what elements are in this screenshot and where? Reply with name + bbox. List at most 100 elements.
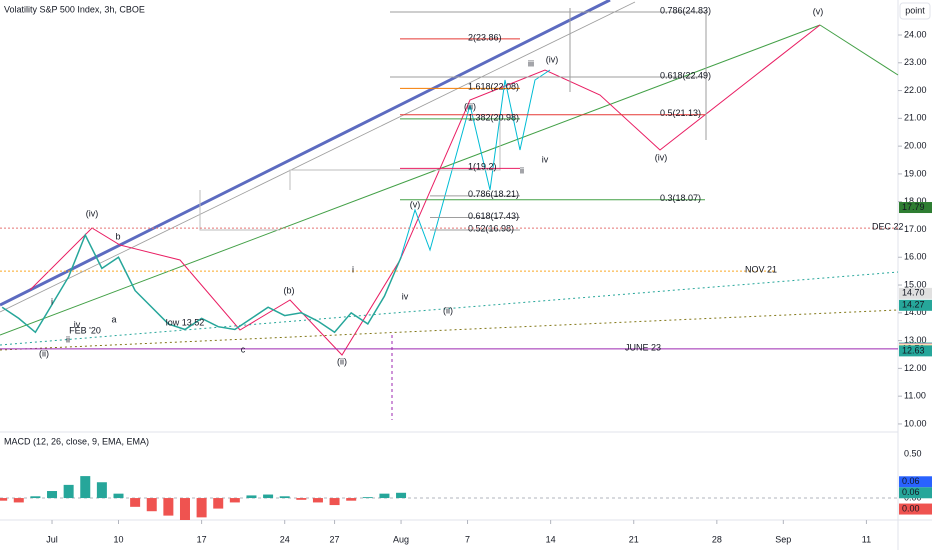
y-tick-label: 22.00 [904,85,927,95]
macd-bar [146,498,157,512]
macd-bar [246,495,257,499]
macd-bar [113,493,124,499]
x-tick-label: Sep [775,534,791,544]
macd-bar [163,498,174,516]
price-badge [899,476,932,488]
price-badge [899,345,932,357]
level-label: 0.618(17.43) [468,211,519,221]
y-tick-label: 11.00 [904,391,926,401]
y-tick-label: 13.00 [904,335,927,345]
trendline [0,271,899,346]
wave-label: iv [74,319,81,329]
y-tick-label: 21.00 [904,113,927,123]
wave-label: low 13.52 [166,317,205,327]
macd-title: MACD (12, 26, close, 9, EMA, EMA) [4,436,149,446]
trendline [819,24,899,76]
y-tick-label: 15.00 [904,279,927,289]
macd-bar [362,497,373,499]
macd-bar [80,476,91,499]
price-badge-label: 14.27 [902,300,925,310]
wave-label: (v) [410,199,421,209]
macd-bar [296,498,307,500]
wave-label: ii [66,334,70,344]
price-line [1,233,402,334]
macd-bar [213,498,224,509]
macd-bar [263,494,274,499]
y-tick-label: 14.00 [904,307,927,317]
x-tick-label: 24 [280,534,290,544]
wave-label: a [111,314,116,324]
level-label: 0.5(21.13) [660,108,701,118]
x-tick-label: 11 [862,534,871,544]
y-tick-label: 16.00 [904,252,927,262]
x-tick-label: 7 [465,534,470,544]
wave-label: ii [520,165,524,175]
y-tick-label: 24.00 [904,29,927,39]
macd-bar [396,492,407,499]
macd-bar [229,498,240,503]
price-badge-label: 17.79 [902,202,925,212]
wave-label: i [352,264,354,274]
frame-line [199,120,501,231]
level-label: 2(23.86) [468,32,502,42]
level-label: JUNE 23 [625,342,661,352]
trendline [0,0,611,307]
wave-label: (ii) [443,305,453,315]
wave-label: (v) [813,6,824,16]
wave-label: b [115,231,120,241]
x-tick-label: Aug [393,534,409,544]
y-tick-label: 18.00 [904,196,927,206]
wave-label: FEB '20 [69,325,101,335]
level-label: NOV 21 [745,265,777,275]
macd-bar [196,498,207,518]
x-tick-label: 21 [629,534,639,544]
macd-bar [63,484,74,499]
macd-bar [47,491,58,499]
price-badge [899,487,932,499]
y-tick-label: 10.00 [904,418,927,428]
y-tick-label: 20.00 [904,141,927,151]
level-label: 0.3(18.07) [660,193,701,203]
macd-bar [379,493,390,499]
macd-bar [96,482,107,499]
x-tick-label: 17 [197,534,207,544]
macd-bar [30,496,41,499]
macd-bar [312,498,323,503]
wave-label: (iv) [546,54,559,64]
x-tick-label: 14 [546,534,556,544]
y-tick-label: 0.50 [904,449,922,459]
price-badge-label: 12.63 [902,345,925,355]
level-label: 1(19.2) [468,162,497,172]
wave-label: (iii) [464,101,476,111]
y-tick-label: 12.00 [904,363,927,373]
wave-label: (iv) [86,208,99,218]
x-tick-label: Jul [46,534,58,544]
macd-bar [329,498,340,506]
wave-path [29,24,821,356]
point-button-label[interactable]: point [905,5,925,15]
price-badge-label: 0.00 [902,503,920,513]
level-label: 0.618(22.49) [660,70,711,80]
y-tick-label: 19.00 [904,168,927,178]
macd-bar [179,498,190,520]
x-tick-label: 27 [330,534,340,544]
level-label: 0.786(24.83) [660,5,711,15]
wave-label: iv [542,154,549,164]
x-tick-label: 28 [712,534,722,544]
macd-bar [130,498,141,507]
macd-bar [346,498,357,501]
price-badge-label: 14.70 [902,288,925,298]
wave-label: (ii) [39,348,49,358]
wave-label: iv [402,291,409,301]
macd-bar [279,496,290,499]
y-tick-label: 23.00 [904,57,927,67]
level-label: 1.382(20.98) [468,112,519,122]
price-badge-label: 0.06 [902,487,920,497]
price-badge [899,287,932,299]
x-tick-label: 10 [113,534,123,544]
macd-bar [0,498,8,501]
trendline [0,1,636,313]
y-tick-label: 17.00 [904,224,927,234]
point-button[interactable] [899,2,931,20]
